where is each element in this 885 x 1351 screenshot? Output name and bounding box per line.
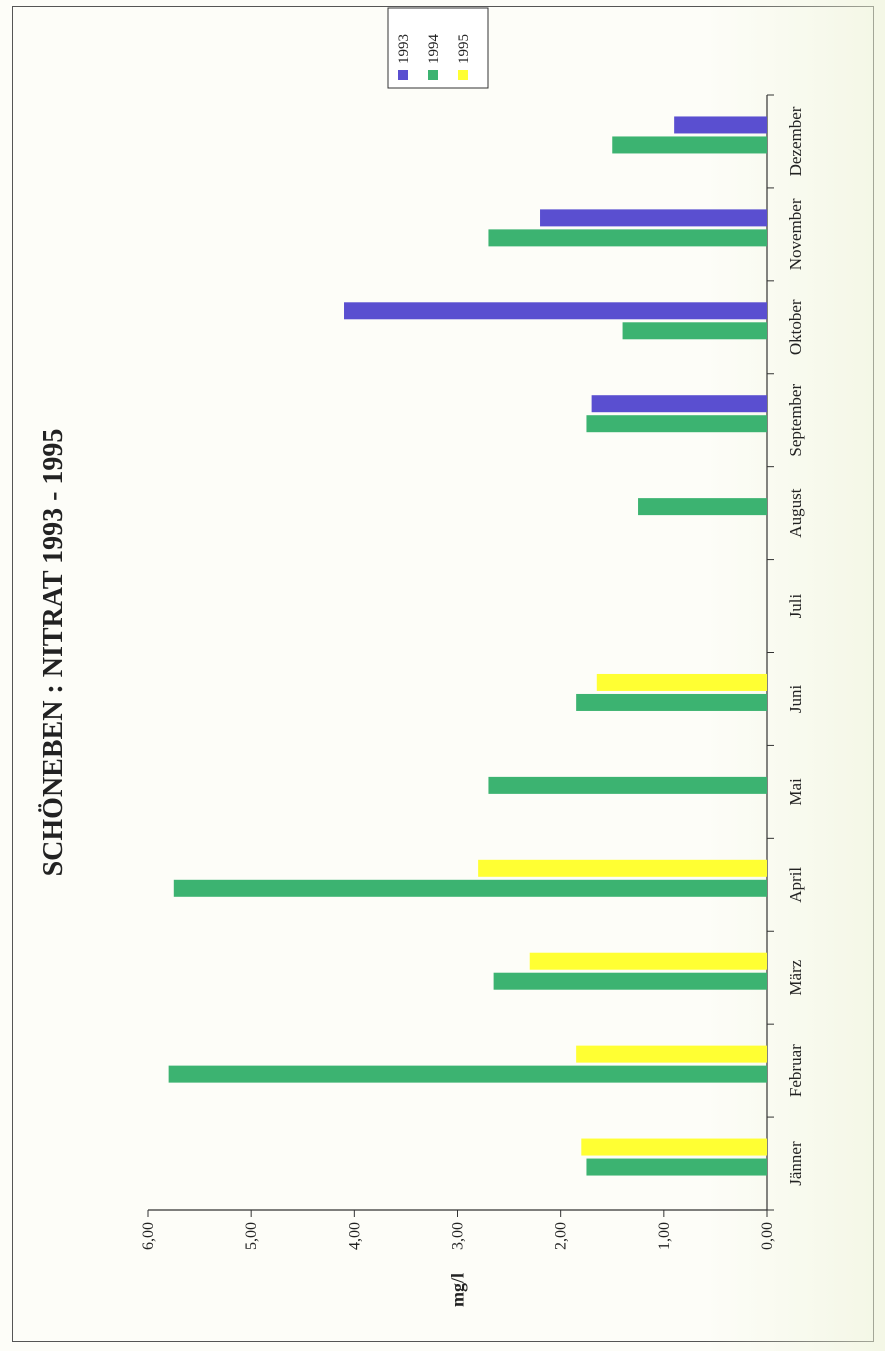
bar-1994-oktober (622, 322, 767, 340)
category-label: März (786, 959, 805, 995)
bar-1994-juni (576, 693, 767, 711)
bars (168, 116, 768, 1176)
category-label: April (786, 867, 805, 903)
legend-swatch-1994 (428, 70, 438, 80)
category-label: November (786, 198, 805, 270)
value-tick-label: 5,00 (243, 1222, 260, 1250)
bar-1995-februar (576, 1045, 767, 1063)
legend-swatch-1995 (458, 70, 468, 80)
legend-label-1995: 1995 (456, 34, 472, 64)
legend-label-1993: 1993 (396, 34, 412, 64)
bar-1994-september (586, 415, 767, 433)
bar-1995-märz (529, 952, 768, 970)
category-labels: Jänner Februar März April Mai Juni Juli August S… (786, 106, 805, 1186)
value-tick-label: 2,00 (553, 1222, 570, 1250)
value-tick-label: 0,00 (759, 1222, 776, 1250)
bar-1994-april (173, 879, 767, 897)
category-label: Oktober (786, 299, 805, 355)
bar-1993-september (591, 395, 767, 413)
category-label: Februar (786, 1044, 805, 1097)
bar-1994-februar (168, 1065, 767, 1083)
value-tick-label: 6,00 (140, 1222, 157, 1250)
bar-1995-april (478, 859, 767, 877)
category-label: August (786, 488, 805, 537)
category-label: Jänner (786, 1141, 805, 1186)
legend: 1993 1994 1995 (387, 7, 489, 89)
bar-1993-oktober (344, 302, 767, 320)
bar-1994-august (638, 498, 768, 516)
bar-1994-jänner (586, 1158, 767, 1176)
y-axis-label: mg/l (448, 1273, 468, 1307)
value-tick-label: 4,00 (346, 1222, 363, 1250)
bar-1994-mai (488, 776, 767, 794)
value-ticks: 0,00 1,00 2,00 3,00 4,00 5,00 6,00 (140, 1222, 776, 1250)
legend-label-1994: 1994 (426, 34, 442, 65)
category-label: September (786, 384, 805, 457)
category-label: Juli (786, 593, 805, 618)
bar-1993-november (540, 209, 767, 227)
category-label: Juni (786, 685, 805, 714)
legend-swatch-1993 (398, 70, 408, 80)
axes (147, 94, 774, 1217)
value-tick-label: 3,00 (450, 1222, 467, 1250)
bar-1993-dezember (674, 116, 768, 134)
value-tick-label: 1,00 (656, 1222, 673, 1250)
category-label: Mai (786, 778, 805, 806)
category-label: Dezember (786, 106, 805, 176)
bar-1995-juni (596, 673, 768, 691)
legend-box (387, 7, 489, 89)
bar-1994-november (488, 229, 767, 247)
chart-title: SCHÖNEBEN : NITRAT 1993 - 1995 (38, 429, 69, 877)
bar-1994-dezember (612, 136, 767, 154)
bar-1994-märz (493, 972, 767, 990)
bar-1995-jänner (581, 1138, 767, 1156)
